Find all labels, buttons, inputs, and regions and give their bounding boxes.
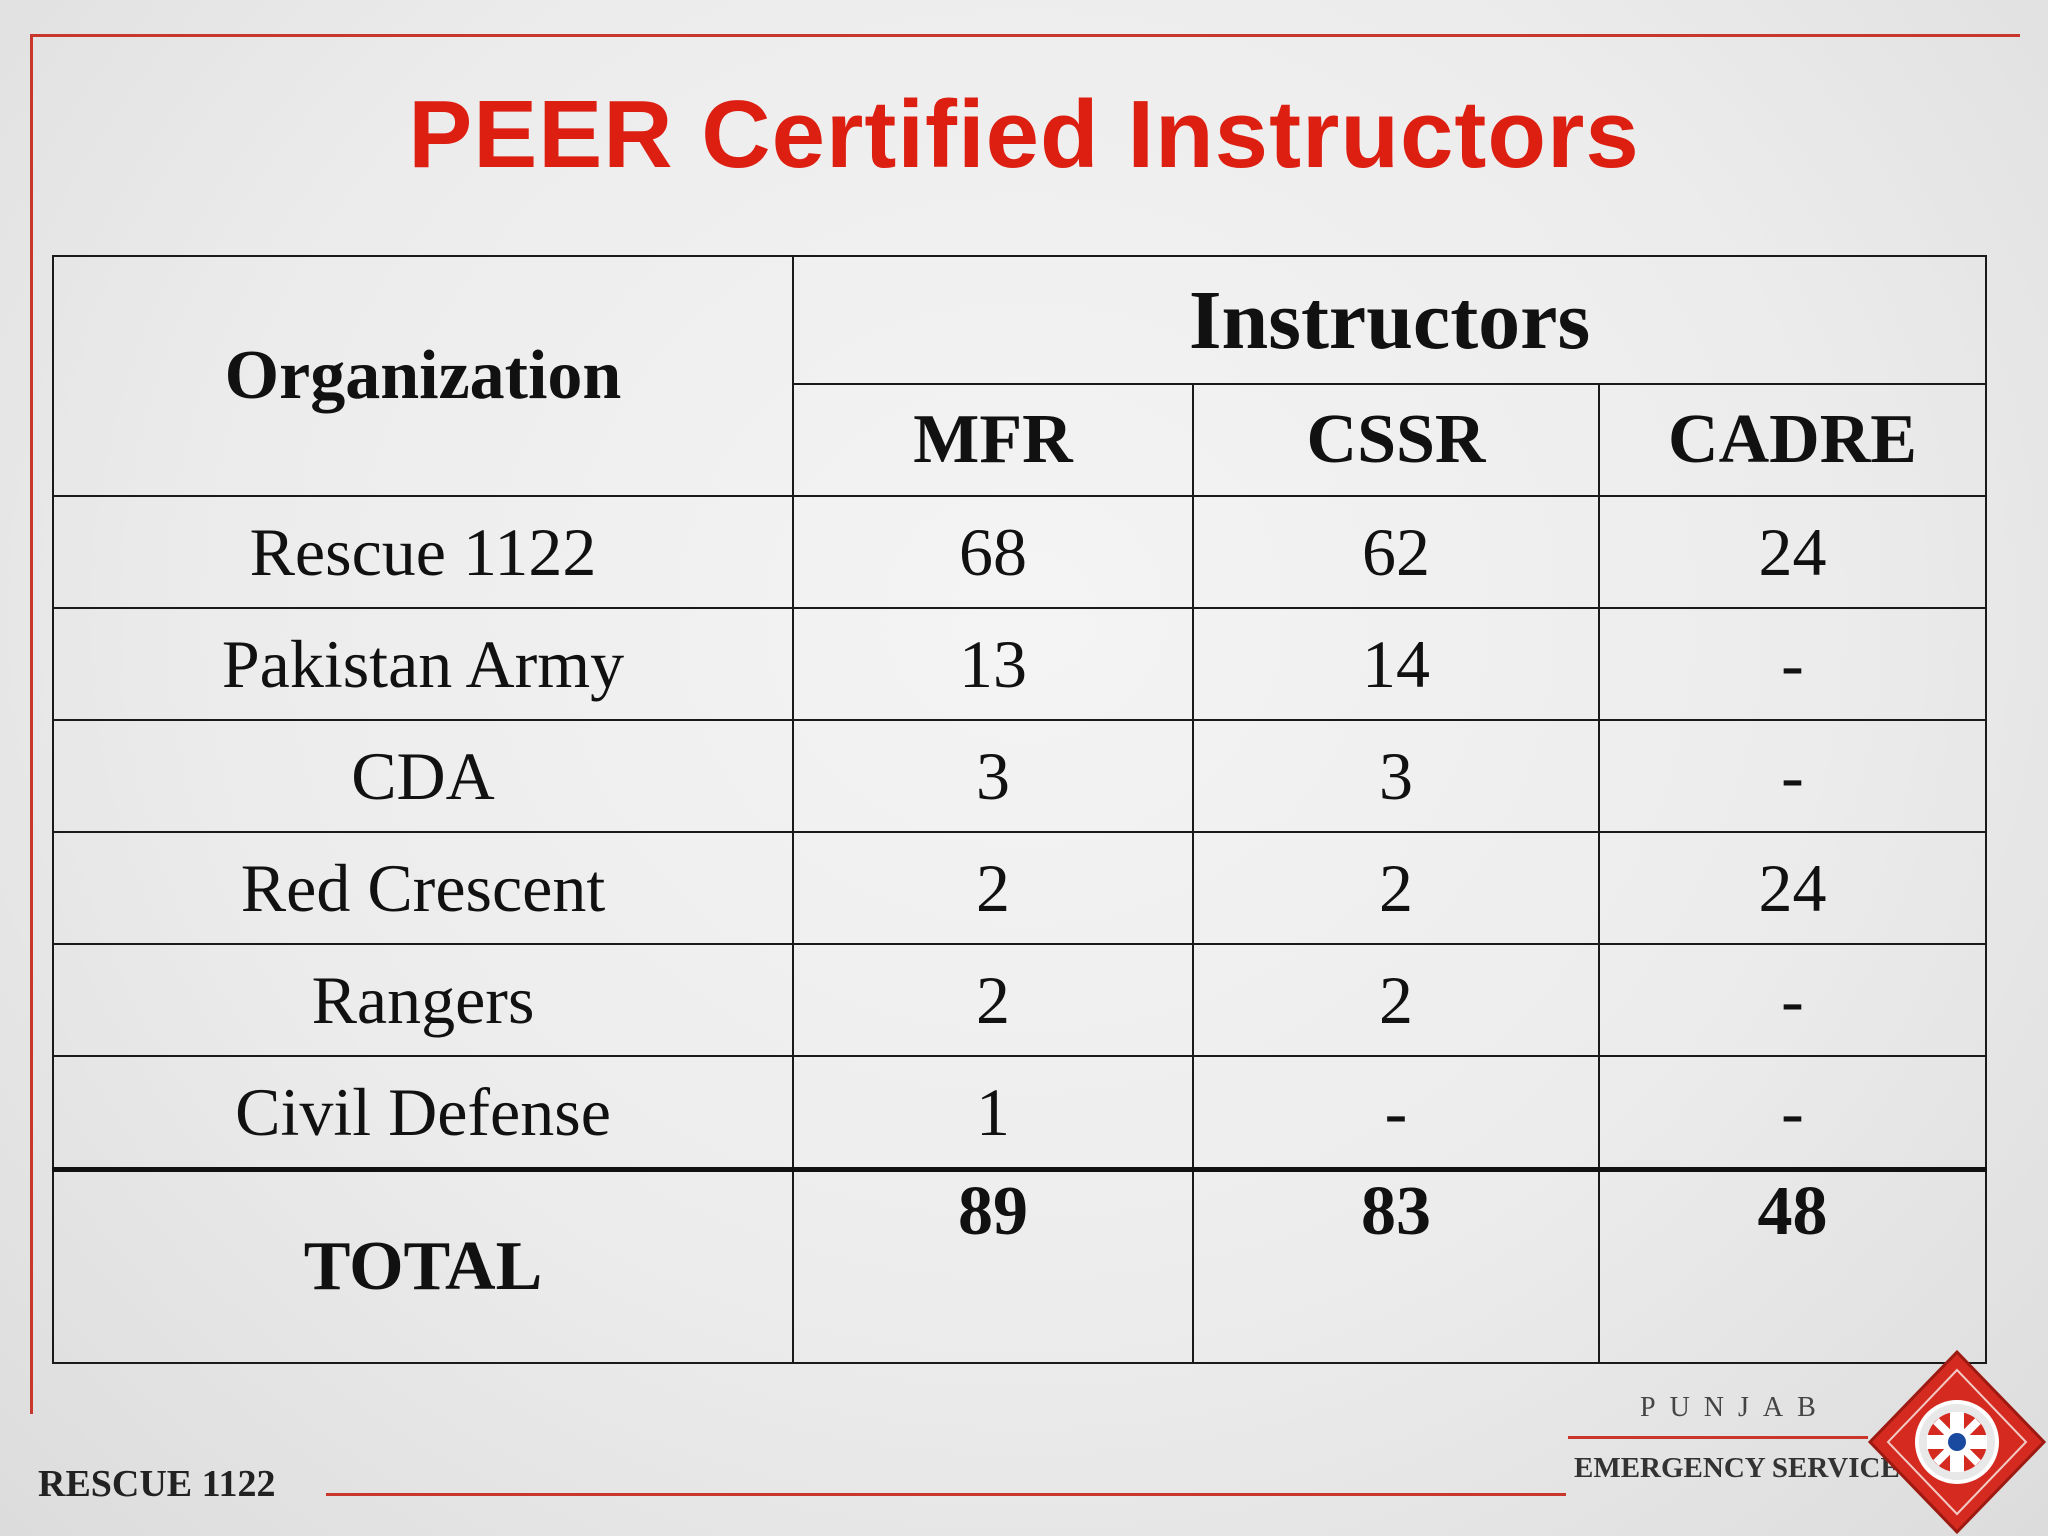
frame-bottom-line xyxy=(326,1493,1566,1496)
total-mfr: 89 xyxy=(792,1167,1194,1364)
header-row-1: Organization Instructors xyxy=(52,255,1987,497)
cadre-cell: - xyxy=(1598,719,1987,833)
total-cadre: 48 xyxy=(1598,1167,1987,1364)
mfr-cell: 2 xyxy=(792,943,1194,1057)
header-row-2: MFR CSSR CADRE xyxy=(53,383,1987,497)
cssr-cell: - xyxy=(1192,1055,1600,1171)
cadre-cell: - xyxy=(1598,943,1987,1057)
column-header-cssr: CSSR xyxy=(1192,383,1600,497)
footer-punjab-label: PUNJAB xyxy=(1640,1392,1830,1423)
slide-title: PEER Certified Instructors xyxy=(408,81,1640,188)
column-header-cadre: CADRE xyxy=(1598,383,1987,497)
total-label: TOTAL xyxy=(52,1167,794,1364)
footer-emergency-service-label: EMERGENCY SERVICE xyxy=(1574,1452,1900,1484)
mfr-cell: 13 xyxy=(792,607,1194,721)
cssr-cell: 14 xyxy=(1192,607,1600,721)
footer-rescue-label: RESCUE 1122 xyxy=(38,1463,276,1505)
table-row: Red Crescent 2 2 24 xyxy=(52,831,1987,945)
frame-left-line xyxy=(30,34,33,1414)
total-row: TOTAL 89 83 48 xyxy=(52,1167,1987,1364)
org-cell: Rescue 1122 xyxy=(52,495,794,609)
cssr-cell: 62 xyxy=(1192,495,1600,609)
table-row: Pakistan Army 13 14 - xyxy=(52,607,1987,721)
column-header-mfr: MFR xyxy=(792,383,1194,497)
table-row: CDA 3 3 - xyxy=(52,719,1987,833)
organization-header: Organization xyxy=(52,255,794,497)
mfr-cell: 2 xyxy=(792,831,1194,945)
org-cell: Rangers xyxy=(52,943,794,1057)
org-cell: Pakistan Army xyxy=(52,607,794,721)
table-row: Civil Defense 1 - - xyxy=(52,1055,1987,1171)
frame-top-line xyxy=(30,34,2020,37)
frame-bottom-line-right xyxy=(1568,1436,1868,1439)
table-row: Rescue 1122 68 62 24 xyxy=(52,495,1987,609)
instructors-header: Instructors xyxy=(792,255,1987,385)
mfr-cell: 1 xyxy=(792,1055,1194,1171)
cadre-cell: - xyxy=(1598,1055,1987,1171)
org-cell: Red Crescent xyxy=(52,831,794,945)
org-cell: Civil Defense xyxy=(52,1055,794,1171)
cadre-cell: 24 xyxy=(1598,831,1987,945)
cssr-cell: 2 xyxy=(1192,943,1600,1057)
mfr-cell: 3 xyxy=(792,719,1194,833)
total-cssr: 83 xyxy=(1192,1167,1600,1364)
cadre-cell: 24 xyxy=(1598,495,1987,609)
cssr-cell: 3 xyxy=(1192,719,1600,833)
cssr-cell: 2 xyxy=(1192,831,1600,945)
rescue-emblem-icon xyxy=(1867,1349,2047,1535)
cadre-cell: - xyxy=(1598,607,1987,721)
mfr-cell: 68 xyxy=(792,495,1194,609)
table-row: Rangers 2 2 - xyxy=(52,943,1987,1057)
instructors-table: Organization Instructors MFR CSSR CADRE … xyxy=(52,255,1987,1364)
org-cell: CDA xyxy=(52,719,794,833)
